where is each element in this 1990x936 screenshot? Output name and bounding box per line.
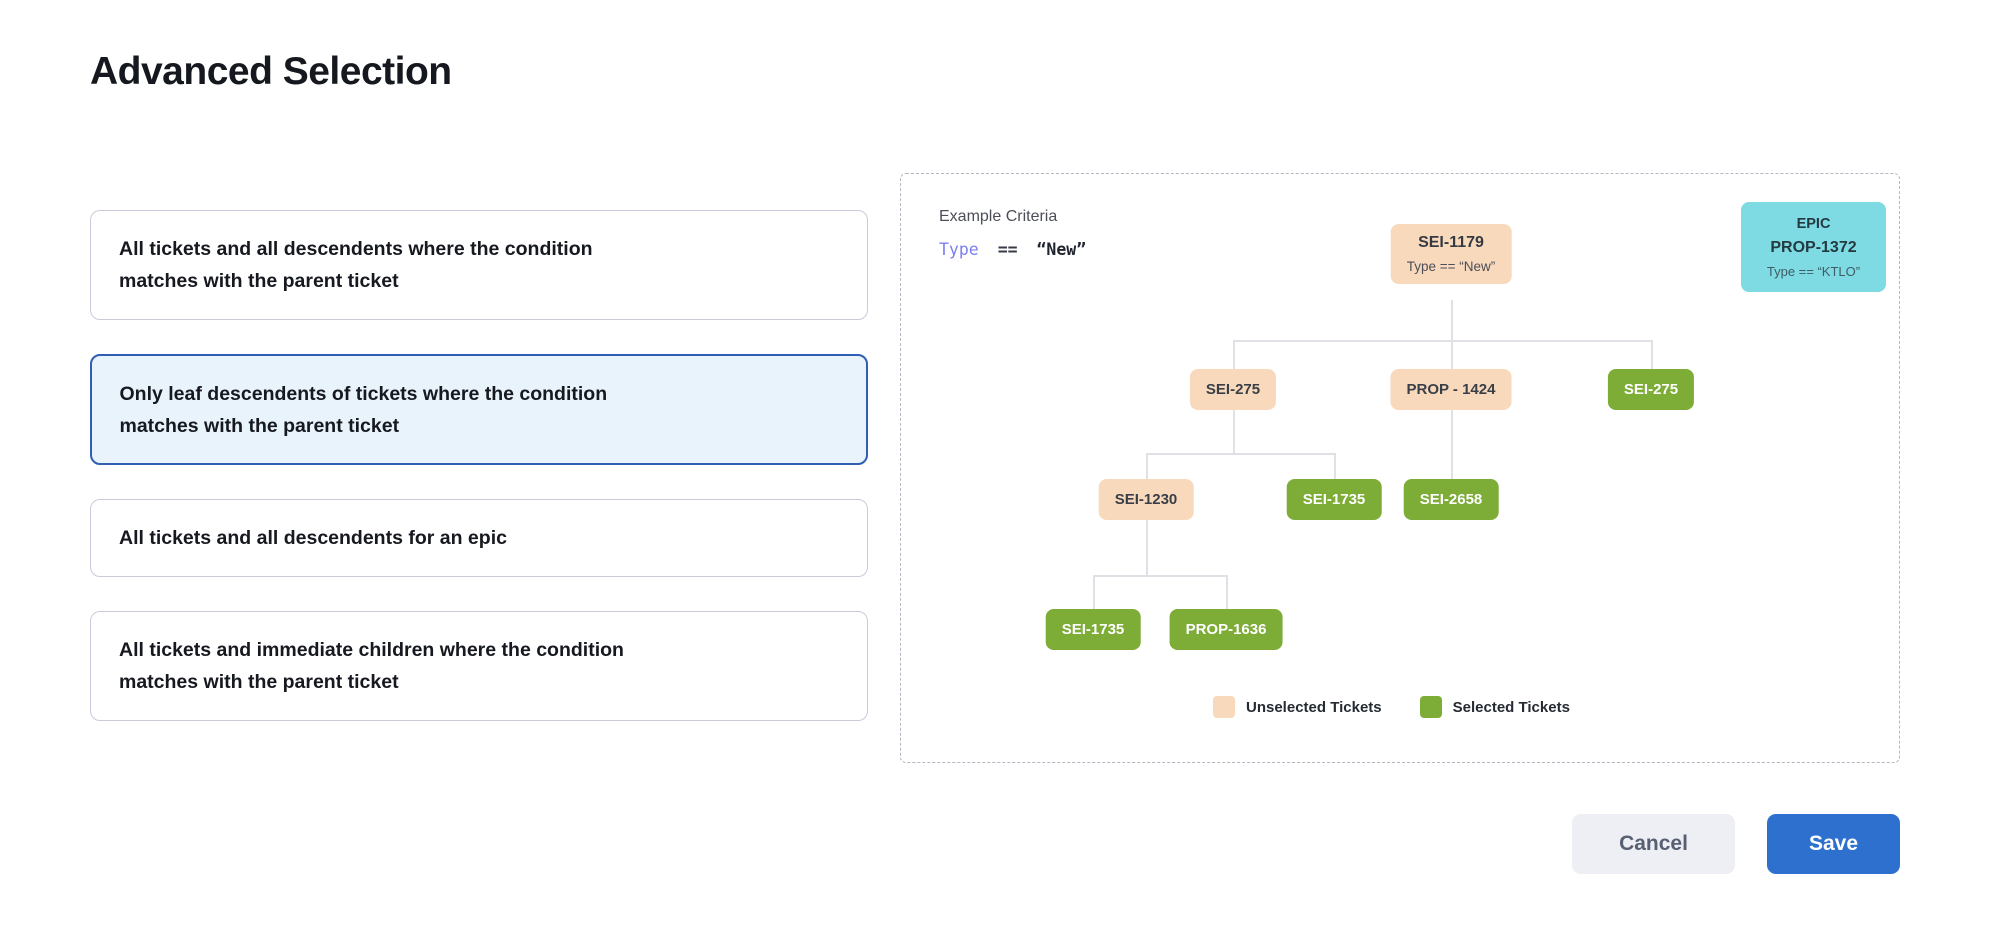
tree-node-root: SEI-1179 Type == “New” <box>1390 224 1512 284</box>
tree-connector <box>1146 519 1148 575</box>
legend-label: Unselected Tickets <box>1246 698 1382 716</box>
epic-ticket-id: PROP-1372 <box>1770 239 1857 256</box>
epic-ticket-card: EPIC PROP-1372 Type == “KTLO” <box>1741 202 1886 292</box>
tree-connector <box>1233 409 1235 453</box>
tree-connector <box>1334 453 1336 479</box>
tree-connector <box>1651 340 1653 369</box>
example-criteria-heading: Example Criteria <box>939 208 1058 225</box>
tree-connector <box>1093 575 1095 609</box>
unselected-tickets-swatch <box>1213 696 1235 718</box>
tree-connector <box>1146 453 1148 479</box>
legend: Unselected Tickets Selected Tickets <box>1213 696 1570 718</box>
option-leaf-descendents[interactable]: Only leaf descendents of tickets where t… <box>90 354 868 465</box>
option-label: All tickets and all descendents for an e… <box>119 527 507 549</box>
example-criteria-panel: Example Criteria Type == “New” EPIC PROP… <box>900 173 1900 763</box>
selection-options-list: All tickets and all descendents where th… <box>90 210 868 721</box>
legend-item-selected: Selected Tickets <box>1419 696 1570 718</box>
epic-label: EPIC <box>1796 216 1831 232</box>
option-label: All tickets and all descendents where th… <box>119 238 593 292</box>
selected-tickets-swatch <box>1419 696 1442 718</box>
tree-node-criteria: Type == “New” <box>1406 259 1496 274</box>
tree-node: SEI-1230 <box>1098 479 1194 520</box>
criteria-operator: == <box>997 240 1018 259</box>
tree-node: PROP-1636 <box>1169 609 1283 650</box>
tree-node: SEI-1735 <box>1286 479 1382 520</box>
tree-node: PROP - 1424 <box>1390 369 1512 410</box>
tree-connector <box>1226 575 1228 609</box>
tree-connector <box>1451 300 1453 369</box>
legend-label: Selected Tickets <box>1452 698 1570 716</box>
legend-item-unselected: Unselected Tickets <box>1213 696 1382 718</box>
criteria-expression: Type == “New” <box>939 240 1086 259</box>
option-label: All tickets and immediate children where… <box>119 639 624 693</box>
tree-connector <box>1146 453 1334 455</box>
tree-node: SEI-275 <box>1607 369 1695 410</box>
tree-node: SEI-2658 <box>1403 479 1499 520</box>
option-immediate-children[interactable]: All tickets and immediate children where… <box>90 611 868 721</box>
page-title: Advanced Selection <box>90 50 452 93</box>
tree-connector <box>1233 340 1651 342</box>
tree-node: SEI-1735 <box>1045 609 1141 650</box>
save-button[interactable]: Save <box>1767 814 1900 874</box>
tree-node: SEI-275 <box>1189 369 1277 410</box>
epic-criteria: Type == “KTLO” <box>1766 264 1861 279</box>
option-descendents-for-epic[interactable]: All tickets and all descendents for an e… <box>90 499 868 577</box>
option-all-descendents[interactable]: All tickets and all descendents where th… <box>90 210 868 320</box>
tree-connector <box>1451 409 1453 479</box>
tree-connector <box>1093 575 1226 577</box>
tree-connector <box>1233 340 1235 369</box>
tree-node-id: SEI-1179 <box>1418 234 1484 251</box>
criteria-value: “New” <box>1036 240 1087 259</box>
criteria-field: Type <box>939 240 979 259</box>
cancel-button[interactable]: Cancel <box>1572 814 1735 874</box>
option-label: Only leaf descendents of tickets where t… <box>119 382 608 437</box>
